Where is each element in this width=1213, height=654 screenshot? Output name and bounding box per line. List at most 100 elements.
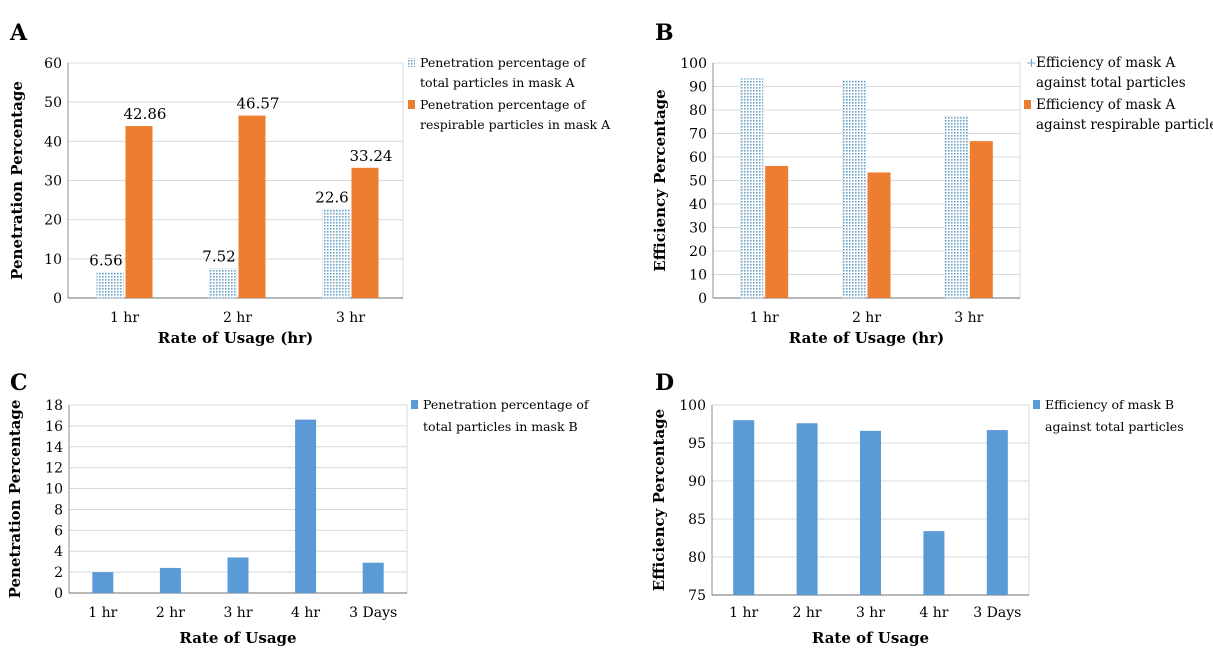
- y-tick-label: 85: [688, 512, 706, 528]
- y-tick-label: 10: [44, 252, 62, 268]
- y-tick-label: 40: [44, 134, 62, 150]
- y-tick-label: 100: [680, 56, 707, 72]
- x-tick-label: 3 hr: [954, 310, 983, 326]
- y-tick-label: 60: [689, 150, 707, 166]
- x-tick-label: 3 Days: [349, 605, 397, 621]
- x-tick-label: 3 hr: [223, 605, 252, 621]
- y-axis-title: Penetration Percentage: [6, 400, 24, 599]
- bar: [860, 430, 881, 595]
- y-axis-title: Efficiency Percentage: [650, 409, 668, 591]
- x-tick-label: 1 hr: [110, 310, 139, 326]
- bar: [842, 80, 866, 299]
- bar: [96, 272, 124, 299]
- y-tick-label: 2: [54, 565, 63, 581]
- panel-letter: B: [655, 20, 674, 46]
- y-tick-label: 0: [54, 586, 63, 602]
- y-tick-label: 10: [45, 482, 63, 498]
- legend-label: total particles in mask B: [423, 419, 578, 434]
- legend-label: total particles in mask A: [420, 75, 576, 90]
- y-tick-label: 95: [688, 436, 706, 452]
- x-tick-label: 2 hr: [793, 605, 822, 621]
- chart-panel-c: C 0 2 4 6 8 10 12 14 16 18 1 hr 2 hr 3 hr 4 hr 3 Days Ra…: [6, 370, 590, 647]
- bar: [209, 268, 237, 299]
- y-tick-label: 40: [689, 197, 707, 213]
- legend-marker: +: [1026, 56, 1037, 71]
- legend-marker: [1033, 400, 1040, 409]
- y-axis-title: Efficiency Percentage: [651, 89, 669, 271]
- x-axis-title: Rate of Usage (hr): [158, 329, 313, 347]
- y-tick-label: 12: [45, 461, 63, 477]
- bar: [923, 531, 945, 595]
- legend-label: Efficiency of mask A: [1036, 55, 1175, 71]
- x-axis-title: Rate of Usage (hr): [789, 329, 944, 347]
- x-tick-label: 2 hr: [156, 605, 185, 621]
- panel-letter: A: [9, 20, 28, 46]
- x-tick-label: 2 hr: [223, 310, 252, 326]
- legend-label: Penetration percentage of: [423, 397, 590, 412]
- y-tick-label: 60: [44, 56, 62, 72]
- y-tick-label: 20: [44, 213, 62, 229]
- data-label: 33.24: [350, 147, 393, 165]
- y-tick-label: 8: [54, 502, 63, 518]
- x-axis-title: Rate of Usage: [812, 629, 929, 647]
- data-label: 6.56: [89, 251, 122, 269]
- bar: [362, 562, 384, 593]
- x-tick-label: 4 hr: [291, 605, 320, 621]
- bar: [92, 572, 114, 593]
- x-axis-title: Rate of Usage: [179, 629, 296, 647]
- bar: [944, 115, 969, 299]
- y-tick-label: 75: [688, 588, 706, 604]
- x-tick-label: 4 hr: [919, 605, 948, 621]
- legend-label: Efficiency of mask A: [1036, 97, 1175, 113]
- legend-marker: [408, 58, 415, 67]
- y-tick-label: 100: [679, 398, 706, 414]
- legend-label: Efficiency of mask B: [1045, 397, 1174, 412]
- data-label: 22.6: [315, 188, 348, 206]
- bar: [867, 172, 891, 298]
- legend-marker: [408, 100, 415, 109]
- bar: [125, 126, 153, 298]
- legend-label: against total particles: [1045, 419, 1184, 434]
- y-axis-title: Penetration Percentage: [8, 81, 26, 280]
- bar: [739, 78, 764, 299]
- x-tick-label: 3 hr: [856, 605, 885, 621]
- bar: [986, 430, 1008, 595]
- legend-marker: [1024, 100, 1031, 109]
- chart-panel-b: B 0 10 20 30 40 50 60 70 80 90 100 1 hr 2 hr 3 hr Rate …: [651, 20, 1213, 347]
- panel-letter: C: [10, 370, 28, 396]
- bar: [733, 420, 755, 595]
- y-tick-label: 80: [689, 103, 707, 119]
- x-tick-label: 2 hr: [852, 310, 881, 326]
- data-label: 46.57: [237, 95, 280, 113]
- y-tick-label: 90: [689, 80, 707, 96]
- y-tick-label: 4: [54, 544, 63, 560]
- y-tick-label: 80: [688, 550, 706, 566]
- bar: [238, 115, 266, 298]
- panel-letter: D: [655, 370, 674, 396]
- x-tick-label: 1 hr: [88, 605, 117, 621]
- y-tick-label: 6: [54, 523, 63, 539]
- chart-panel-d: D 75 80 85 90 95 100 1 hr 2 hr 3 hr 4 hr 3 Days Rate…: [650, 370, 1184, 647]
- legend-label: respirable particles in mask A: [420, 117, 611, 132]
- y-tick-label: 0: [53, 291, 62, 307]
- bar: [227, 557, 249, 593]
- bar: [796, 423, 818, 595]
- y-tick-label: 30: [44, 174, 62, 190]
- y-tick-label: 16: [45, 419, 63, 435]
- x-tick-label: 3 Days: [973, 605, 1021, 621]
- y-tick-label: 50: [689, 174, 707, 190]
- bar: [351, 167, 379, 298]
- legend-marker: [411, 400, 418, 409]
- chart-panel-a: A 0 10 20 30 40 50 60 1 hr 6.56 42.86 2 hr 7.52 46.57…: [8, 20, 611, 347]
- y-tick-label: 14: [45, 440, 63, 456]
- bar: [159, 567, 181, 593]
- bar: [765, 165, 789, 298]
- y-tick-label: 0: [698, 291, 707, 307]
- y-tick-label: 50: [44, 95, 62, 111]
- x-tick-label: 3 hr: [336, 310, 365, 326]
- bar: [322, 209, 350, 299]
- legend-label: Penetration percentage of: [420, 97, 587, 112]
- legend-label: Penetration percentage of: [420, 55, 587, 70]
- y-tick-label: 70: [689, 127, 707, 143]
